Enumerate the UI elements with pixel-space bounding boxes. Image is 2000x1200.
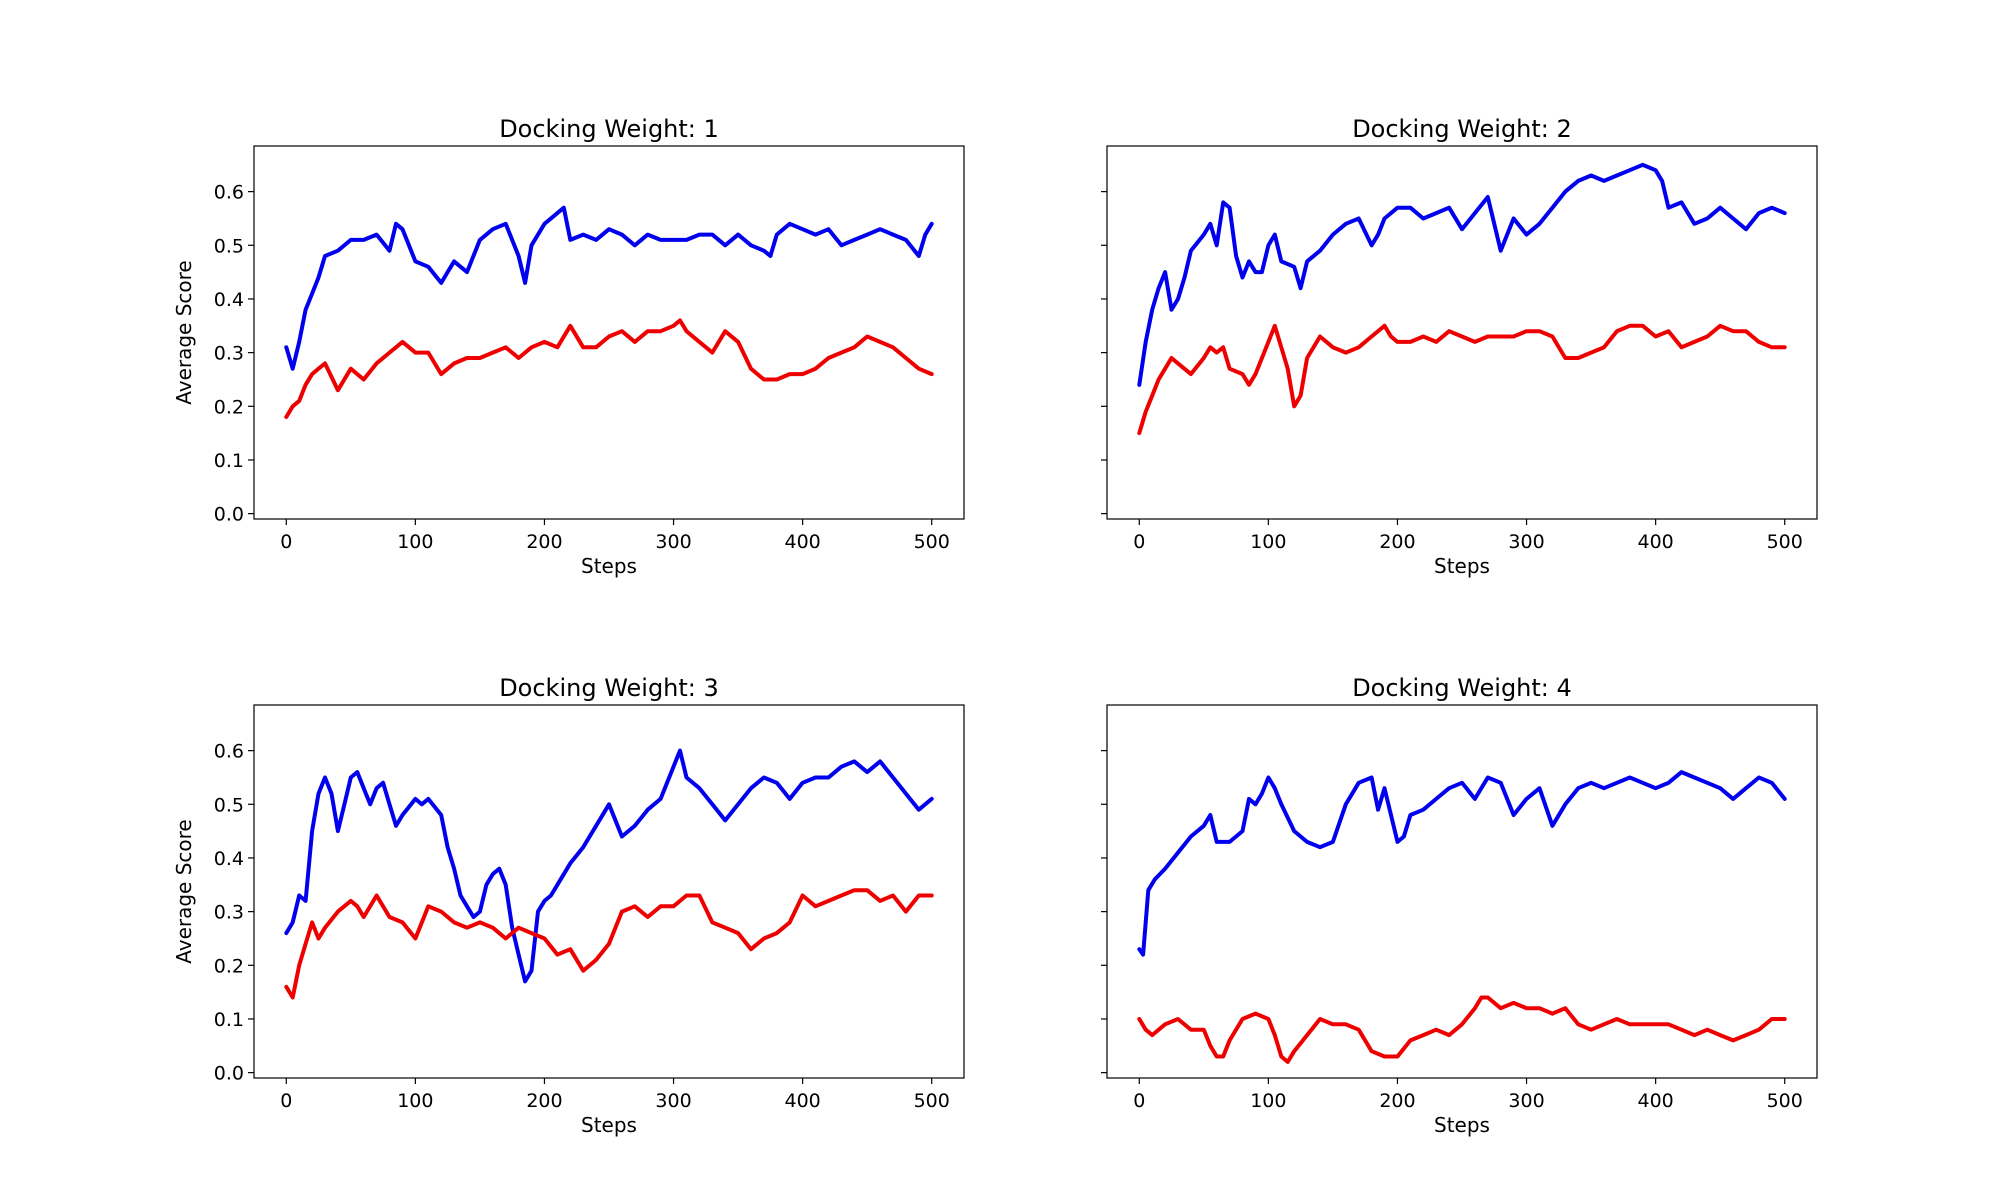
x-axis-label: Steps (581, 554, 637, 578)
x-tick-label: 500 (1767, 1090, 1803, 1112)
x-tick-label: 200 (526, 531, 562, 553)
series-line-1 (1137, 162, 1787, 387)
x-tick-label: 200 (526, 1090, 562, 1112)
y-tick-label: 0.2 (214, 396, 244, 418)
x-tick-label: 100 (1250, 531, 1286, 553)
series-line-1 (284, 748, 934, 984)
y-tick-label: 0.1 (214, 450, 244, 472)
x-tick-label: 400 (785, 531, 821, 553)
series-group (1137, 162, 1787, 436)
subplot-3: 0 100 200 300 400 500 0.0 0.1 0.2 0.3 0.4 0.5 0.6 Doc… (172, 674, 965, 1137)
x-axis-label: Steps (1434, 554, 1490, 578)
chart-title: Docking Weight: 4 (1352, 674, 1572, 702)
subplot-grid: 0 100 200 300 400 500 0.0 0.1 0.2 0.3 0.4 0.5 0.6 Doc… (172, 115, 1818, 1137)
series-group (284, 205, 934, 419)
x-tick-label: 0 (1133, 531, 1145, 553)
chart-title: Docking Weight: 2 (1352, 115, 1572, 143)
y-tick-label: 0.4 (214, 848, 244, 870)
series-line-2 (1137, 323, 1787, 436)
axes-frame (1106, 145, 1818, 520)
y-tick-label: 0.0 (214, 1063, 244, 1085)
y-tick-label: 0.4 (214, 289, 244, 311)
y-tick-label: 0.6 (214, 741, 244, 763)
y-tick-label: 0.2 (214, 955, 244, 977)
x-tick-label: 0 (280, 1090, 292, 1112)
x-tick-label: 100 (397, 531, 433, 553)
x-tick-label: 200 (1379, 531, 1415, 553)
x-tick-label: 500 (914, 531, 950, 553)
y-tick-label: 0.1 (214, 1009, 244, 1031)
x-tick-label: 300 (1508, 1090, 1544, 1112)
y-tick-label: 0.3 (214, 343, 244, 365)
x-tick-label: 400 (1638, 1090, 1674, 1112)
chart-title: Docking Weight: 3 (499, 674, 719, 702)
y-axis-label: Average Score (172, 260, 196, 405)
x-tick-label: 300 (1508, 531, 1544, 553)
x-tick-label: 100 (1250, 1090, 1286, 1112)
x-tick-label: 0 (280, 531, 292, 553)
subplot-1: 0 100 200 300 400 500 0.0 0.1 0.2 0.3 0.4 0.5 0.6 Doc… (172, 115, 965, 578)
x-tick-label: 300 (655, 531, 691, 553)
x-tick-label: 200 (1379, 1090, 1415, 1112)
y-tick-label: 0.0 (214, 504, 244, 526)
series-line-1 (284, 205, 934, 371)
x-tick-label: 500 (914, 1090, 950, 1112)
series-group (284, 748, 934, 1000)
x-axis-label: Steps (581, 1113, 637, 1137)
x-tick-label: 100 (397, 1090, 433, 1112)
x-tick-label: 0 (1133, 1090, 1145, 1112)
y-tick-label: 0.5 (214, 235, 244, 257)
x-tick-label: 500 (1767, 531, 1803, 553)
series-group (1137, 770, 1787, 1064)
y-tick-label: 0.6 (214, 182, 244, 204)
subplot-4: 0 100 200 300 400 500 Docking Weight: 4 Steps (1101, 674, 1818, 1137)
series-line-2 (284, 888, 934, 1000)
y-tick-label: 0.5 (214, 794, 244, 816)
axes-frame (253, 145, 965, 520)
chart-title: Docking Weight: 1 (499, 115, 719, 143)
x-tick-label: 400 (1638, 531, 1674, 553)
y-tick-label: 0.3 (214, 902, 244, 924)
subplot-2: 0 100 200 300 400 500 Docking Weight: 2 Steps (1101, 115, 1818, 578)
y-axis-label: Average Score (172, 819, 196, 964)
x-tick-label: 300 (655, 1090, 691, 1112)
axes-frame (1106, 704, 1818, 1079)
series-line-2 (284, 318, 934, 419)
series-line-1 (1137, 770, 1787, 957)
series-line-2 (1137, 995, 1787, 1064)
x-axis-label: Steps (1434, 1113, 1490, 1137)
axes-frame (253, 704, 965, 1079)
x-tick-label: 400 (785, 1090, 821, 1112)
